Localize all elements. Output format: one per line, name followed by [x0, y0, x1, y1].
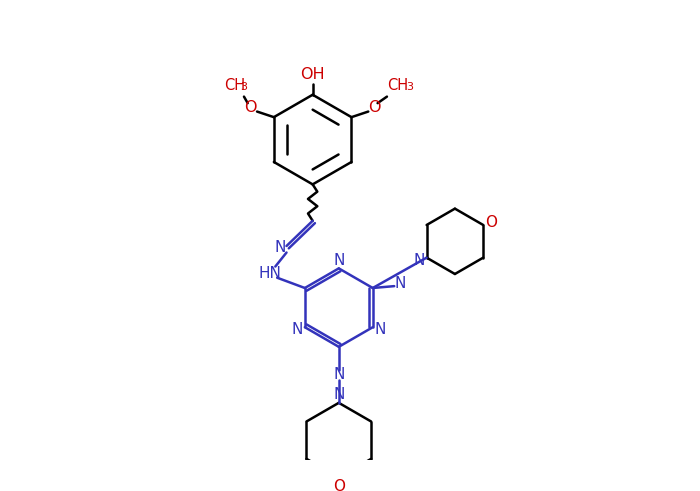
- Text: O: O: [244, 100, 257, 115]
- Text: O: O: [486, 215, 498, 230]
- Text: N: N: [333, 253, 344, 269]
- Text: CH: CH: [224, 78, 245, 93]
- Text: OH: OH: [300, 67, 325, 82]
- Text: N: N: [333, 387, 344, 402]
- Text: CH: CH: [388, 78, 409, 93]
- Text: O: O: [369, 100, 381, 115]
- Text: N: N: [274, 241, 286, 255]
- Text: HN: HN: [258, 267, 281, 281]
- Text: 3: 3: [241, 82, 248, 92]
- Text: 3: 3: [406, 82, 413, 92]
- Text: N: N: [374, 322, 386, 336]
- Text: N: N: [414, 253, 425, 268]
- Text: N: N: [292, 322, 303, 336]
- Text: N: N: [394, 276, 405, 291]
- Text: N: N: [333, 367, 344, 382]
- Text: O: O: [332, 479, 345, 491]
